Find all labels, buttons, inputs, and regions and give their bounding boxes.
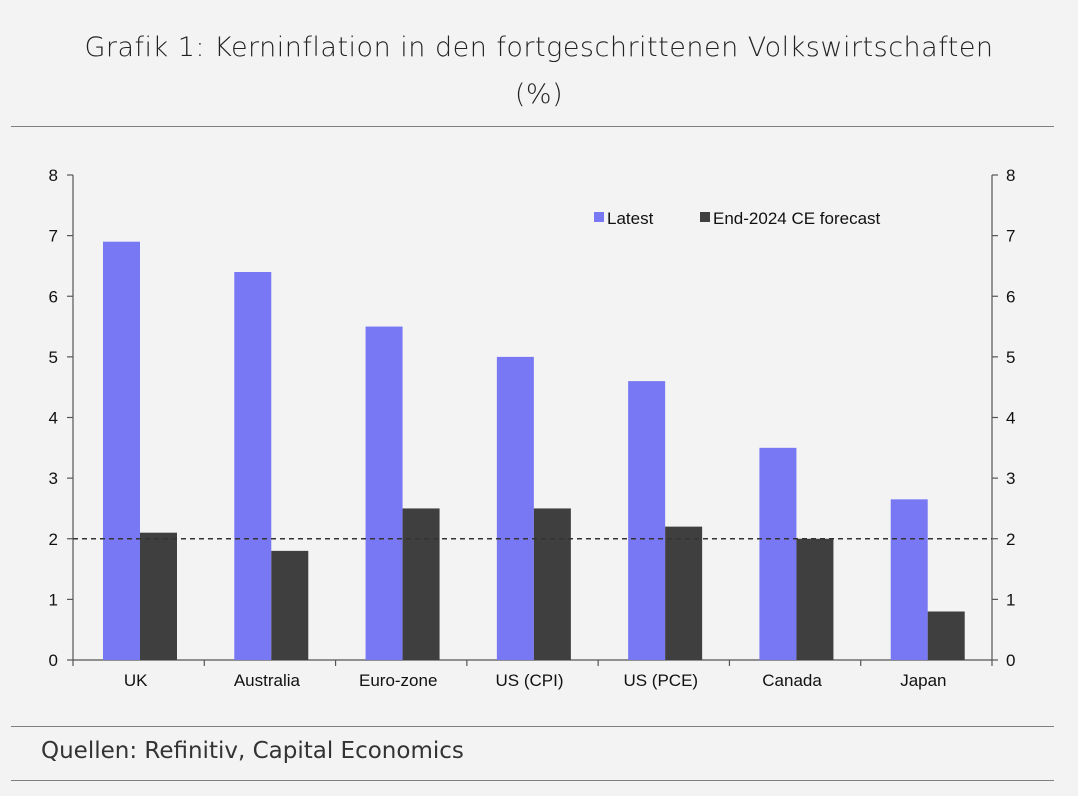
bar-latest <box>234 272 272 660</box>
y-tick-label-right: 0 <box>1006 651 1015 670</box>
top-divider <box>11 126 1054 127</box>
bar-latest <box>103 241 140 660</box>
x-tick-label: UK <box>124 671 148 690</box>
bar-latest <box>890 499 928 660</box>
bar-forecast <box>796 538 834 660</box>
legend-forecast-swatch <box>700 212 710 222</box>
y-tick-label-right: 1 <box>1006 590 1015 609</box>
x-tick-label: Canada <box>762 671 822 690</box>
y-tick-label-right: 5 <box>1006 348 1015 367</box>
legend-latest-label: Latest <box>607 209 654 228</box>
bar-forecast <box>665 526 703 660</box>
x-tick-label: US (CPI) <box>496 671 564 690</box>
y-tick-label-left: 3 <box>49 469 58 488</box>
source-note: Quellen: Refinitiv, Capital Economics <box>41 738 464 764</box>
chart-title: Grafik 1: Kerninflation in den fortgesch… <box>0 24 1078 118</box>
bottom-divider-upper <box>11 726 1054 727</box>
bar-latest <box>628 381 666 660</box>
legend-forecast-label: End-2024 CE forecast <box>713 209 881 228</box>
x-tick-label: Euro-zone <box>359 671 437 690</box>
y-tick-label-right: 8 <box>1006 166 1015 185</box>
y-tick-label-left: 4 <box>49 409 58 428</box>
y-tick-label-left: 1 <box>49 590 58 609</box>
legend-latest-swatch <box>594 212 604 222</box>
y-tick-label-left: 5 <box>49 348 58 367</box>
y-tick-label-left: 7 <box>49 227 58 246</box>
bar-forecast <box>140 532 177 660</box>
bar-latest <box>365 326 403 660</box>
bar-forecast <box>271 550 309 660</box>
bar-forecast <box>533 508 571 660</box>
y-tick-label-right: 6 <box>1006 287 1015 306</box>
bottom-divider-lower <box>11 780 1054 781</box>
y-tick-label-right: 7 <box>1006 227 1015 246</box>
bar-forecast <box>927 611 965 660</box>
y-tick-label-right: 2 <box>1006 530 1015 549</box>
y-tick-label-left: 6 <box>49 287 58 306</box>
bar-forecast <box>402 508 440 660</box>
bar-latest <box>496 356 534 660</box>
chart-title-line1: Grafik 1: Kerninflation in den fortgesch… <box>84 32 994 63</box>
y-tick-label-left: 2 <box>49 530 58 549</box>
y-tick-label-right: 3 <box>1006 469 1015 488</box>
x-tick-label: Australia <box>234 671 301 690</box>
y-tick-label-left: 8 <box>49 166 58 185</box>
y-tick-label-left: 0 <box>49 651 58 670</box>
y-tick-label-right: 4 <box>1006 409 1015 428</box>
x-tick-label: Japan <box>900 671 946 690</box>
chart-title-line2: (%) <box>514 79 564 110</box>
x-tick-label: US (PCE) <box>623 671 698 690</box>
bar-latest <box>759 447 797 660</box>
